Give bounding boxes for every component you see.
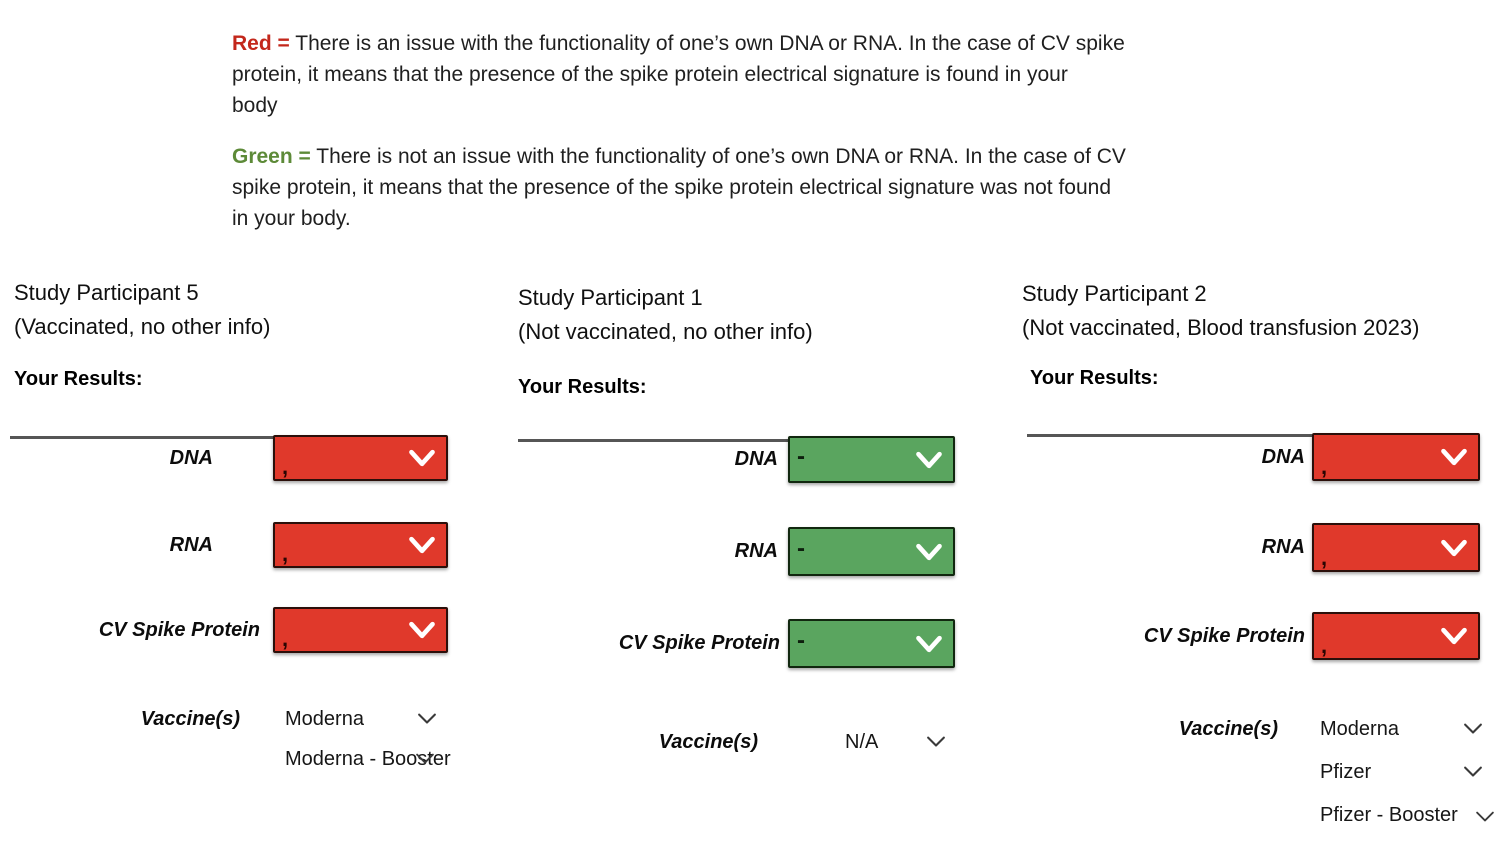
legend-red-paragraph: Red = There is an issue with the functio… (232, 28, 1302, 121)
row-label-dna: DNA (734, 448, 778, 470)
vaccines-label: Vaccine(s) (140, 708, 240, 730)
divider-line (518, 439, 788, 442)
row-label-cv-spike: CV Spike Protein (98, 619, 260, 641)
participant-title: Study Participant 2 (1022, 281, 1207, 306)
chevron-down-icon[interactable] (1462, 765, 1484, 779)
participant-title: Study Participant 5 (14, 280, 199, 305)
result-value: - (797, 534, 805, 562)
vaccine-dropdown-value[interactable]: Moderna - Booster (285, 748, 451, 770)
result-value: - (797, 442, 805, 470)
cv-spike-result-dropdown[interactable]: , (1312, 612, 1480, 660)
chevron-down-icon (916, 543, 942, 560)
result-value: , (1321, 545, 1328, 570)
chevron-down-icon[interactable] (416, 712, 438, 726)
participant-card-2: Study Participant 2 (Not vaccinated, Blo… (1022, 277, 1510, 842)
row-label-rna: RNA (734, 540, 778, 562)
results-heading: Your Results: (14, 368, 143, 390)
chevron-down-icon (916, 635, 942, 652)
chevron-down-icon (409, 449, 435, 467)
results-heading: Your Results: (1030, 367, 1159, 389)
vaccines-label: Vaccine(s) (658, 731, 758, 753)
dna-result-dropdown[interactable]: - (788, 436, 955, 483)
legend-red-label: Red = (232, 32, 290, 55)
rna-result-dropdown[interactable]: - (788, 527, 955, 576)
participant-subtitle: (Vaccinated, no other info) (14, 314, 271, 339)
dna-result-dropdown[interactable]: , (273, 435, 448, 481)
vaccine-dropdown-value[interactable]: Pfizer (1320, 761, 1372, 783)
participant-card-5: Study Participant 5 (Vaccinated, no othe… (10, 276, 494, 836)
chevron-down-icon (1441, 539, 1467, 556)
legend-green-paragraph: Green = There is not an issue with the f… (232, 141, 1302, 234)
chevron-down-icon[interactable] (925, 735, 947, 749)
vaccines-label: Vaccine(s) (1178, 718, 1278, 740)
result-value: - (797, 626, 805, 654)
rna-result-dropdown[interactable]: , (273, 522, 448, 568)
row-label-rna: RNA (1261, 536, 1305, 558)
vaccine-dropdown-value[interactable]: Moderna (285, 708, 364, 730)
legend: Red = There is an issue with the functio… (232, 28, 1302, 254)
chevron-down-icon (916, 451, 942, 468)
divider-line (1027, 434, 1312, 437)
result-value: , (282, 541, 289, 566)
vaccine-dropdown-value[interactable]: Moderna (1320, 718, 1399, 740)
chevron-down-icon (1441, 448, 1467, 466)
cv-spike-result-dropdown[interactable]: , (273, 607, 448, 653)
legend-green-text: There is not an issue with the functiona… (232, 145, 1126, 230)
results-heading: Your Results: (518, 376, 647, 398)
chevron-down-icon (409, 621, 435, 639)
chevron-down-icon[interactable] (1474, 810, 1496, 824)
row-label-dna: DNA (169, 447, 213, 469)
rna-result-dropdown[interactable]: , (1312, 523, 1480, 572)
result-value: , (282, 454, 289, 479)
divider-line (10, 436, 277, 439)
chevron-down-icon[interactable] (1462, 722, 1484, 736)
participant-card-1: Study Participant 1 (Not vaccinated, no … (518, 281, 988, 831)
row-label-cv-spike: CV Spike Protein (618, 632, 780, 654)
chevron-down-icon (409, 536, 435, 554)
row-label-cv-spike: CV Spike Protein (1143, 625, 1305, 647)
participant-subtitle: (Not vaccinated, Blood transfusion 2023) (1022, 315, 1420, 340)
chevron-down-icon[interactable] (414, 752, 436, 766)
row-label-dna: DNA (1261, 446, 1305, 468)
participant-title: Study Participant 1 (518, 285, 703, 310)
legend-green-label: Green = (232, 145, 311, 168)
legend-red-text: There is an issue with the functionality… (232, 32, 1125, 117)
dna-result-dropdown[interactable]: , (1312, 433, 1480, 481)
vaccine-dropdown-value[interactable]: N/A (845, 731, 879, 753)
result-value: , (282, 626, 289, 651)
row-label-rna: RNA (169, 534, 213, 556)
result-value: , (1321, 454, 1328, 479)
cv-spike-result-dropdown[interactable]: - (788, 619, 955, 668)
chevron-down-icon (1441, 627, 1467, 645)
vaccine-dropdown-value[interactable]: Pfizer - Booster (1320, 804, 1458, 826)
result-value: , (1321, 633, 1328, 658)
participant-subtitle: (Not vaccinated, no other info) (518, 319, 813, 344)
